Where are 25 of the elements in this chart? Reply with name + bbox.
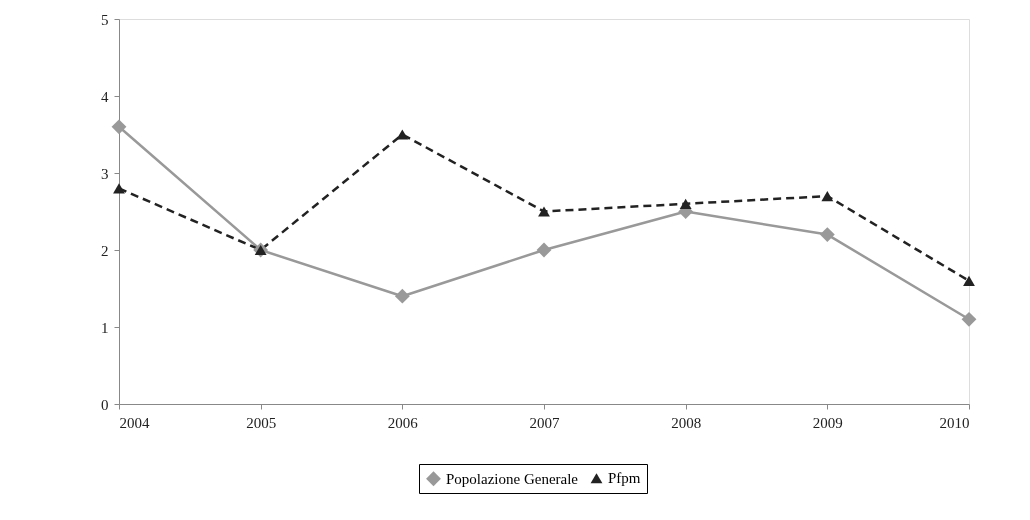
point: [819, 227, 835, 243]
point: [821, 190, 834, 202]
point: [111, 119, 127, 135]
y-tick-label: 1: [101, 319, 109, 336]
x-tick-label: 2010: [939, 414, 970, 431]
point: [961, 311, 977, 327]
point: [538, 206, 550, 217]
y-tick-label: 5: [101, 11, 109, 28]
legend-label: Popolazione Generale: [446, 470, 579, 487]
point: [394, 288, 410, 304]
y-tick-label: 0: [101, 396, 109, 413]
point: [113, 183, 125, 194]
y-tick-label: 2: [101, 242, 109, 259]
x-tick-label: 2005: [246, 414, 277, 431]
point: [679, 198, 692, 209]
point: [536, 242, 552, 258]
x-tick-label: 2004: [119, 414, 150, 431]
y-tick-label: 3: [101, 165, 109, 182]
x-tick-label: 2007: [529, 414, 560, 431]
point: [963, 275, 975, 286]
y-tick-label: 4: [101, 88, 109, 105]
legend-label: Pfpm: [608, 470, 641, 487]
x-tick-label: 2006: [387, 414, 419, 431]
x-tick-label: 2008: [671, 414, 702, 431]
x-tick-label: 2009: [812, 414, 843, 431]
